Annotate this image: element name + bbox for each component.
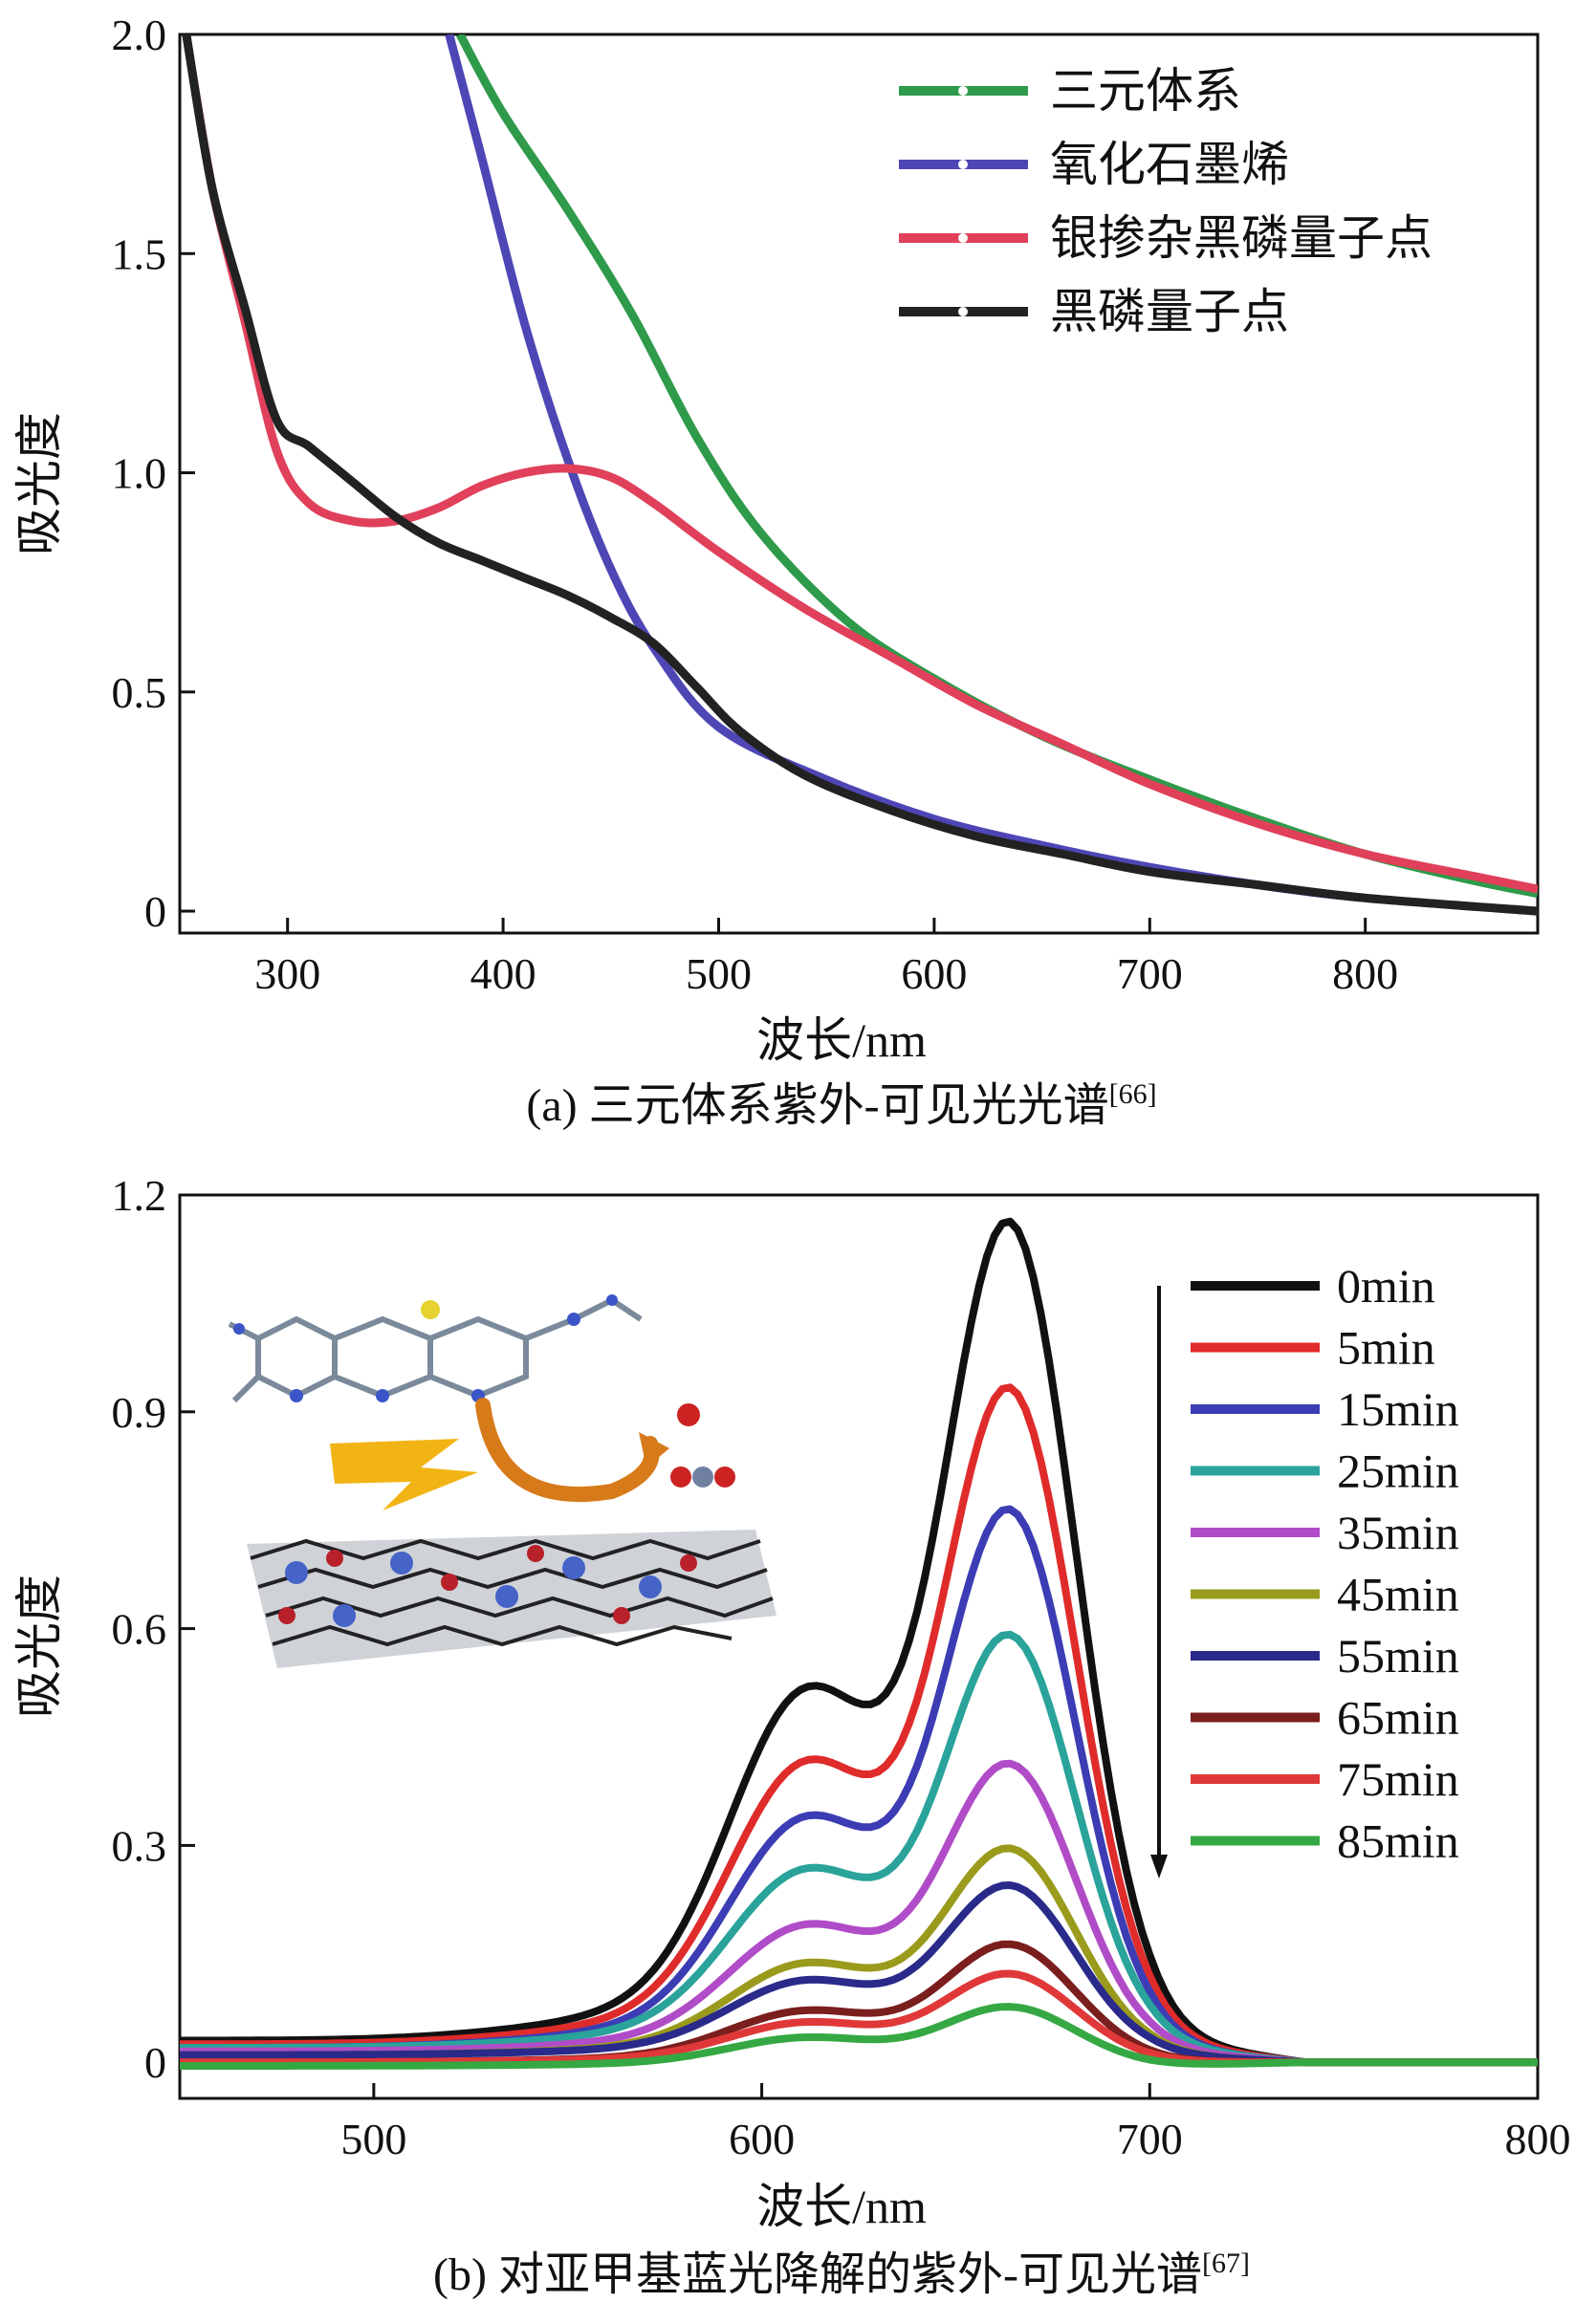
panel-b-caption-prefix: (b) — [433, 2249, 498, 2300]
panel-a: 300 400 500 600 700 800 0 0.5 1.0 1.5 2.0 三元体系氧化石墨… — [12, 11, 1540, 1131]
panel-a-ytick-label: 2.0 — [112, 11, 167, 59]
panel-b-series — [180, 1217, 1538, 2070]
reaction-arrow-icon — [475, 1398, 660, 1503]
panel-a-ytick-label: 1.5 — [112, 229, 167, 278]
panel-a-ytick-label: 0.5 — [112, 668, 167, 717]
panel-a-legend-marker — [958, 160, 968, 169]
panel-b: 500 600 700 800 0 0.3 0.6 0.9 1.2 — [12, 1171, 1571, 2300]
panel-a-xlabel: 波长/nm — [756, 1013, 927, 1067]
panel-b-ytick-label: 0.3 — [112, 1821, 167, 1870]
panel-b-legend-label: 55min — [1337, 1629, 1459, 1683]
panel-b-ytick-label: 0.9 — [112, 1388, 167, 1437]
atom-dots — [233, 1294, 618, 1402]
panel-a-ticks: 300 400 500 600 700 800 0 0.5 1.0 1.5 2.0 — [112, 11, 1399, 998]
panel-b-xtick-label: 700 — [1117, 2115, 1183, 2163]
panel-b-legend-label: 45min — [1337, 1568, 1459, 1621]
panel-a-caption-text: 三元体系紫外-可见光光谱 — [589, 1080, 1109, 1131]
panel-a-legend-label: 氧化石墨烯 — [1050, 138, 1289, 191]
panel-b-series-line-4 — [180, 1759, 1538, 2067]
panel-a-xtick-label: 500 — [686, 949, 752, 998]
panel-b-xtick-label: 800 — [1505, 2115, 1571, 2163]
panel-a-xtick-label: 800 — [1332, 949, 1398, 998]
panel-b-legend-label: 25min — [1337, 1444, 1459, 1498]
panel-a-legend-label: 黑磷量子点 — [1050, 285, 1289, 338]
panel-b-legend-label: 65min — [1337, 1691, 1459, 1745]
panel-a-legend-marker — [958, 233, 968, 243]
product-molecule-icon — [670, 1403, 735, 1488]
lightning-icon — [330, 1439, 478, 1510]
panel-b-legend-label: 5min — [1337, 1321, 1435, 1375]
panel-b-legend-label: 35min — [1337, 1506, 1459, 1559]
panel-a-legend-marker — [958, 86, 968, 96]
panel-b-ylabel: 吸光度 — [12, 1575, 66, 1718]
catalyst-lattice-icon — [247, 1530, 777, 1668]
panel-b-caption: (b) 对亚甲基蓝光降解的紫外-可见光谱[67] — [433, 2248, 1250, 2300]
inset-illustration — [228, 1294, 777, 1668]
panel-b-ytick-label: 1.2 — [112, 1171, 167, 1220]
panel-b-series-line-1 — [180, 1383, 1538, 2067]
panel-b-ytick-label: 0 — [144, 2038, 166, 2087]
panel-b-plot-frame — [178, 1193, 1540, 2100]
panel-b-ticks: 500 600 700 800 0 0.3 0.6 0.9 1.2 — [112, 1171, 1571, 2163]
panel-a-caption-ref: [66] — [1109, 1078, 1157, 1110]
panel-a-ytick-label: 0 — [144, 887, 166, 936]
panel-b-legend-label: 75min — [1337, 1752, 1459, 1806]
panel-a-ylabel: 吸光度 — [12, 412, 66, 555]
panel-a-xtick-label: 700 — [1117, 949, 1183, 998]
panel-a-legend-marker — [958, 307, 968, 316]
panel-a-xtick-label: 300 — [254, 949, 320, 998]
panel-b-series-line-9 — [180, 2003, 1538, 2070]
panel-b-xtick-label: 500 — [340, 2115, 406, 2163]
panel-a-xtick-label: 600 — [901, 949, 967, 998]
panel-b-ytick-label: 0.6 — [112, 1605, 167, 1654]
panel-a-legend-label: 银掺杂黑磷量子点 — [1050, 211, 1433, 265]
arrow-head-icon — [639, 1432, 669, 1467]
panel-a-series — [182, 34, 1538, 916]
panel-a-caption-prefix: (a) — [526, 1080, 588, 1131]
panel-b-xlabel: 波长/nm — [756, 2180, 927, 2233]
panel-a-xtick-label: 400 — [470, 949, 536, 998]
panel-b-legend-label: 0min — [1337, 1259, 1435, 1313]
panel-b-legend: 0min 5min 15min 25min 35min 45min 55min 65min 75… — [1191, 1259, 1459, 1868]
panel-a-series-line-3 — [182, 34, 1538, 916]
panel-b-series-line-3 — [180, 1630, 1538, 2067]
panel-a-legend-label: 三元体系 — [1050, 64, 1241, 118]
panel-a-series-line-2 — [182, 34, 1538, 894]
sulfur-atom — [421, 1300, 440, 1319]
panel-b-xtick-label: 600 — [729, 2115, 795, 2163]
panel-b-caption-ref: [67] — [1202, 2248, 1250, 2279]
panel-a-caption: (a) 三元体系紫外-可见光光谱[66] — [526, 1078, 1156, 1131]
panel-b-legend-label: 15min — [1337, 1382, 1459, 1436]
panel-a-ytick-label: 1.0 — [112, 449, 167, 498]
panel-b-caption-text: 对亚甲基蓝光降解的紫外-可见光谱 — [498, 2249, 1202, 2300]
decrease-arrow-head-icon — [1150, 1855, 1168, 1879]
panel-b-legend-label: 85min — [1337, 1814, 1459, 1868]
panel-a-plot-frame — [178, 33, 1540, 935]
